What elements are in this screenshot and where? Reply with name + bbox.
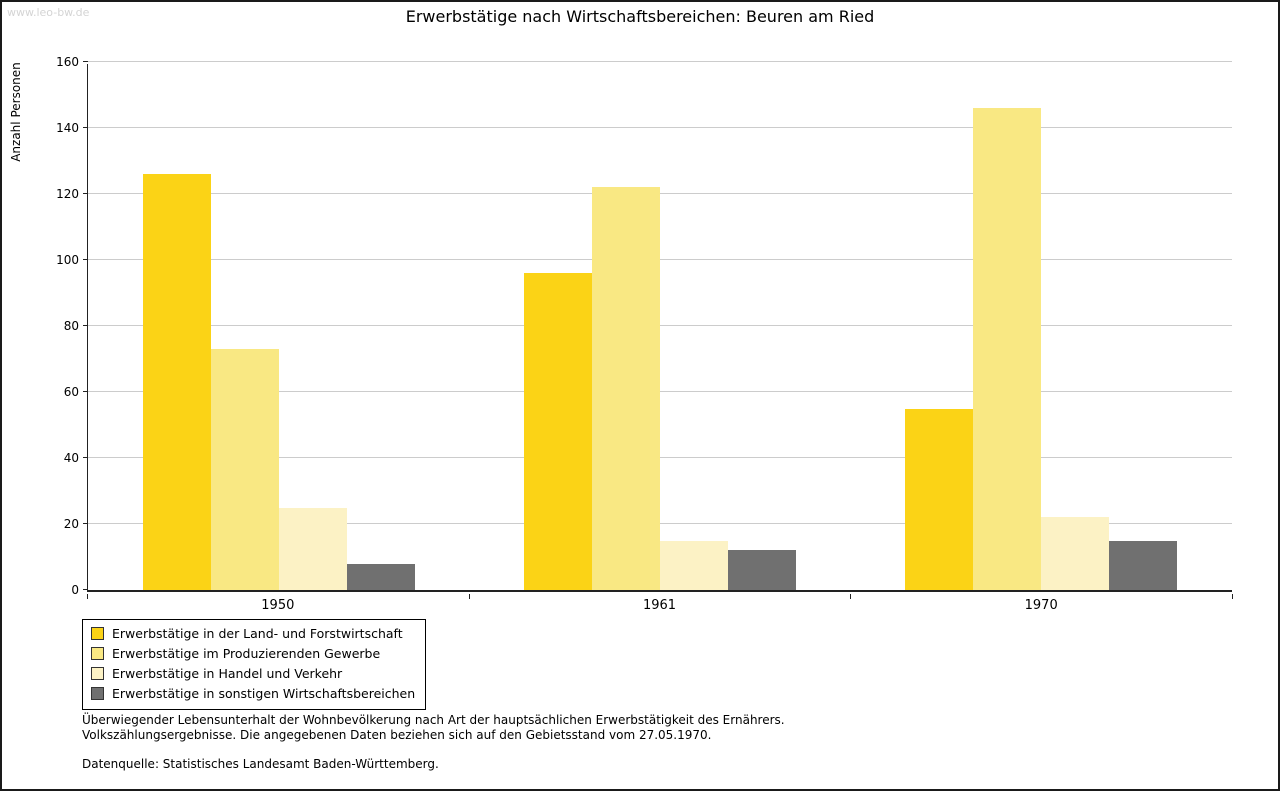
legend-label: Erwerbstätige im Produzierenden Gewerbe xyxy=(112,646,381,661)
y-tick-mark xyxy=(83,193,88,194)
x-tick-label: 1970 xyxy=(1024,598,1058,613)
y-axis-label: Anzahl Personen xyxy=(9,62,23,162)
y-tick-label: 40 xyxy=(63,451,79,465)
x-tick-label: 1950 xyxy=(261,598,295,613)
bar xyxy=(278,507,347,590)
legend-swatch xyxy=(91,627,104,640)
gridline xyxy=(88,61,1232,62)
x-tick-mark xyxy=(1232,594,1233,599)
y-tick-mark xyxy=(83,325,88,326)
bar xyxy=(1109,540,1178,590)
footnotes: Überwiegender Lebensunterhalt der Wohnbe… xyxy=(82,713,785,772)
y-tick-mark xyxy=(83,259,88,260)
bar xyxy=(727,550,796,590)
bar xyxy=(591,187,660,590)
legend-row: Erwerbstätige in der Land- und Forstwirt… xyxy=(91,626,415,641)
bar xyxy=(905,408,974,590)
y-tick-mark xyxy=(83,61,88,62)
y-tick-mark xyxy=(83,457,88,458)
bar xyxy=(973,108,1042,590)
bar-group xyxy=(469,64,850,590)
bar xyxy=(346,563,415,590)
legend-swatch xyxy=(91,687,104,700)
y-tick-label: 20 xyxy=(63,517,79,531)
gridline xyxy=(88,325,1232,326)
footnote-line2: Volkszählungsergebnisse. Die angegebenen… xyxy=(82,728,712,742)
y-tick-label: 140 xyxy=(56,121,79,135)
legend-swatch xyxy=(91,667,104,680)
y-tick-label: 100 xyxy=(56,253,79,267)
legend-label: Erwerbstätige in der Land- und Forstwirt… xyxy=(112,626,403,641)
y-tick-label: 80 xyxy=(63,319,79,333)
x-tick-mark xyxy=(468,594,470,599)
y-tick-label: 0 xyxy=(71,583,79,597)
legend: Erwerbstätige in der Land- und Forstwirt… xyxy=(82,619,427,710)
legend-label: Erwerbstätige in Handel und Verkehr xyxy=(112,666,343,681)
bar xyxy=(523,273,592,590)
legend-label: Erwerbstätige in sonstigen Wirtschaftsbe… xyxy=(112,686,416,701)
y-tick-label: 120 xyxy=(56,187,79,201)
y-tick-mark xyxy=(83,589,88,590)
y-tick-label: 160 xyxy=(56,55,79,69)
source-note: Datenquelle: Statistisches Landesamt Bad… xyxy=(82,757,439,771)
bar xyxy=(142,174,211,590)
plot-area: 0 20 40 60 80 100 120 140 160 xyxy=(56,56,1232,596)
legend-row: Erwerbstätige im Produzierenden Gewerbe xyxy=(91,646,415,661)
bar xyxy=(659,540,728,590)
bar-group xyxy=(88,64,469,590)
gridline xyxy=(88,259,1232,260)
x-tick-mark xyxy=(87,594,88,599)
footnote-line1: Überwiegender Lebensunterhalt der Wohnbe… xyxy=(82,713,785,727)
chart-title: Erwerbstätige nach Wirtschaftsbereichen:… xyxy=(405,7,875,26)
x-tick-mark xyxy=(850,594,852,599)
y-tick-mark xyxy=(83,523,88,524)
x-tick-label: 1961 xyxy=(642,598,677,613)
bar xyxy=(210,349,279,590)
y-tick-mark xyxy=(83,391,88,392)
y-tick-label: 60 xyxy=(63,385,79,399)
bar-group xyxy=(851,64,1232,590)
y-tick-mark xyxy=(83,127,88,128)
legend-row: Erwerbstätige in Handel und Verkehr xyxy=(91,666,415,681)
legend-swatch xyxy=(91,647,104,660)
gridline xyxy=(88,457,1232,458)
gridline xyxy=(88,391,1232,392)
gridline xyxy=(88,523,1232,524)
bar-groups xyxy=(88,64,1232,590)
gridline xyxy=(88,127,1232,128)
legend-row: Erwerbstätige in sonstigen Wirtschaftsbe… xyxy=(91,686,415,701)
gridline xyxy=(88,193,1232,194)
bar xyxy=(1041,517,1110,590)
x-axis-labels: 1950 1961 1970 xyxy=(87,598,1232,613)
watermark: www.leo-bw.de xyxy=(7,6,90,19)
